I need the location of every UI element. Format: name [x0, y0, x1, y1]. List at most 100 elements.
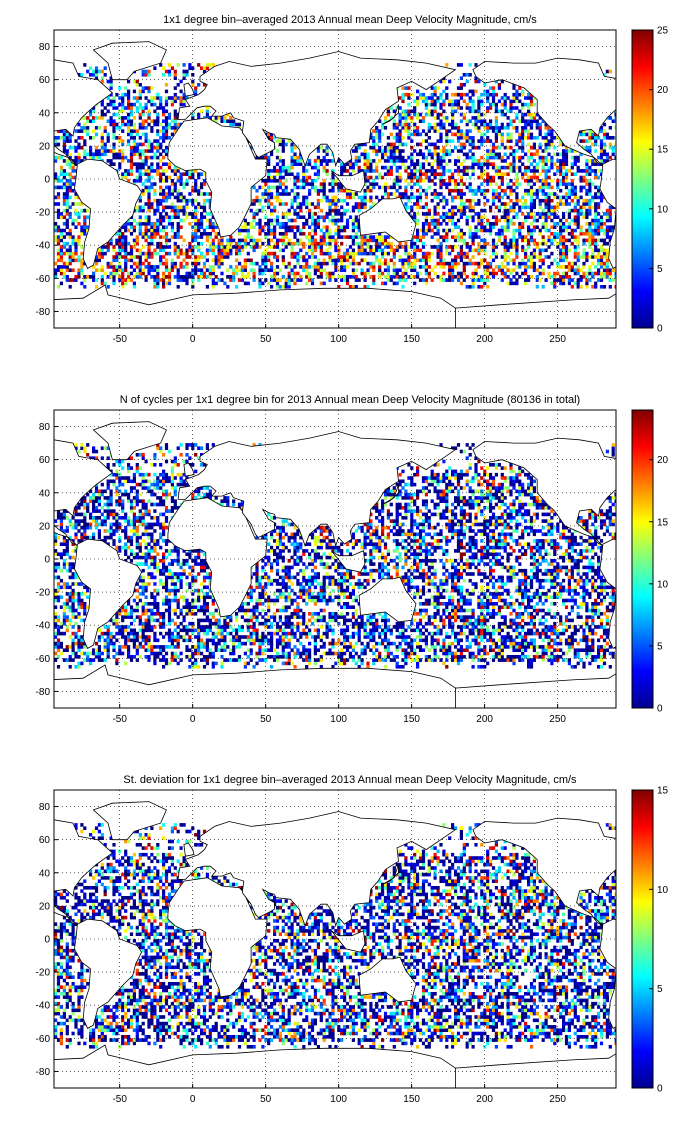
data-cell: [162, 66, 166, 70]
data-cell: [465, 73, 469, 77]
data-cell: [454, 179, 458, 183]
data-cell: [249, 245, 253, 249]
data-cell: [59, 172, 63, 176]
data-cell: [410, 175, 414, 180]
data-cell: [97, 126, 101, 130]
data-cell: [191, 251, 195, 256]
data-cell: [527, 238, 531, 243]
data-cell: [424, 132, 428, 137]
data-cell: [448, 265, 452, 269]
data-cell: [579, 275, 583, 279]
data-cell: [515, 142, 519, 147]
data-cell: [322, 215, 326, 219]
data-cell: [471, 145, 475, 150]
data-cell: [150, 255, 154, 259]
data-cell: [68, 212, 72, 216]
data-cell: [544, 139, 548, 143]
data-cell: [305, 281, 309, 286]
data-cell: [605, 69, 609, 74]
data-cell: [602, 129, 607, 133]
data-cell: [164, 238, 169, 243]
data-cell: [141, 132, 145, 137]
data-cell: [494, 92, 498, 97]
data-cell: [404, 261, 408, 266]
data-cell: [605, 248, 609, 253]
data-cell: [389, 245, 393, 249]
data-cell: [205, 275, 209, 279]
land-mass: [92, 41, 167, 81]
data-cell: [56, 179, 61, 183]
data-cell: [258, 218, 262, 223]
data-cell: [529, 202, 534, 206]
data-cell: [456, 225, 461, 229]
data-cell: [281, 149, 285, 153]
data-cell: [220, 665, 224, 669]
data-cell: [503, 245, 507, 249]
data-cell: [243, 222, 247, 226]
data-cell: [299, 202, 303, 206]
data-cell: [156, 142, 160, 147]
data-cell: [296, 228, 300, 233]
data-cell: [270, 278, 274, 282]
data-cell: [375, 241, 379, 246]
data-cell: [167, 126, 172, 130]
data-cell: [170, 222, 174, 226]
data-cell: [71, 202, 75, 206]
data-cell: [468, 215, 472, 219]
data-cell: [544, 136, 548, 140]
data-cell: [486, 271, 490, 276]
data-cell: [506, 109, 510, 114]
data-cell: [328, 198, 332, 203]
data-cell: [194, 215, 198, 219]
data-cell: [153, 285, 157, 289]
data-cell: [80, 245, 84, 249]
data-cell: [410, 241, 414, 246]
data-cell: [378, 145, 382, 150]
data-cell: [535, 149, 539, 153]
data-cell: [451, 122, 455, 127]
data-cell: [579, 139, 583, 143]
data-cell: [372, 278, 376, 282]
data-cell: [433, 86, 437, 90]
data-cell: [328, 278, 332, 282]
y-tick-label: 20: [39, 141, 51, 152]
data-cell: [109, 76, 113, 80]
data-cell: [249, 235, 253, 239]
data-cell: [605, 132, 609, 137]
data-cell: [275, 139, 280, 143]
data-cell: [354, 145, 358, 150]
data-cell: [480, 192, 484, 196]
data-cell: [141, 119, 145, 123]
data-cell: [413, 175, 417, 180]
data-cell: [65, 248, 69, 253]
data-cell: [357, 241, 361, 246]
data-cell: [343, 208, 347, 213]
data-cell: [454, 265, 458, 269]
data-cell: [293, 155, 297, 160]
data-cell: [296, 185, 300, 190]
data-cell: [127, 129, 131, 133]
data-cell: [433, 129, 437, 133]
data-cell: [532, 268, 536, 272]
data-cell: [156, 172, 160, 176]
data-cell: [556, 271, 560, 276]
data-cell: [515, 271, 519, 276]
data-cell: [345, 251, 350, 256]
data-cell: [164, 96, 169, 100]
data-cell: [500, 159, 504, 163]
data-cell: [564, 155, 569, 160]
data-cell: [167, 185, 172, 190]
land-mass: [472, 57, 616, 167]
data-cell: [357, 169, 361, 173]
data-cell: [500, 96, 504, 100]
data-cell: [602, 136, 607, 140]
data-cell: [468, 129, 472, 133]
data-cell: [602, 212, 607, 216]
data-cell: [240, 268, 244, 272]
data-cell: [427, 179, 431, 183]
y-tick-label: -60: [36, 274, 51, 285]
data-cell: [594, 192, 598, 196]
data-cell: [532, 172, 536, 176]
data-cell: [354, 215, 358, 219]
data-cell: [497, 86, 501, 90]
